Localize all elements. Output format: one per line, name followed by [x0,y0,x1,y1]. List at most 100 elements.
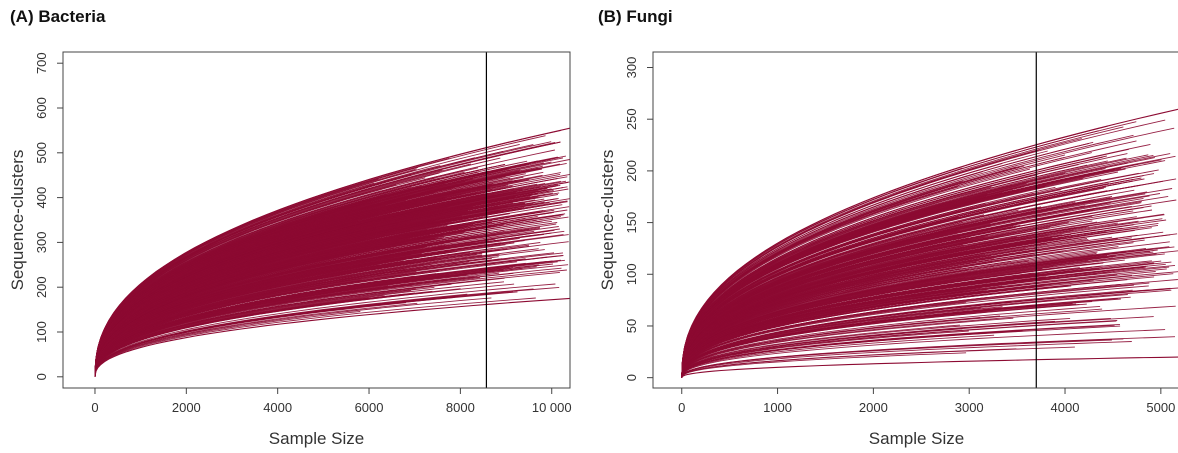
rarefaction-curve [681,221,963,378]
x-tick-label: 3000 [955,400,984,415]
rarefaction-curve [94,277,460,377]
rarefaction-curve [94,260,547,377]
rarefaction-curve [681,246,1119,378]
rarefaction-curve [681,257,994,378]
rarefaction-curve [94,232,552,377]
x-axis: 0 1000 2000 3000 4000 5000 [678,388,1175,415]
x-axis: 0 2000 4000 6000 8000 10 000 [91,388,572,415]
x-tick-label: 0 [91,400,98,415]
rarefaction-curve [681,305,1101,378]
rarefaction-curve [681,134,1134,378]
rarefaction-curve [681,229,1135,378]
rarefaction-curve [94,297,570,377]
rarefaction-curve [681,266,1170,378]
rarefaction-curve [681,207,1100,378]
rarefaction-curve [681,185,959,378]
rarefaction-curve [94,245,483,377]
rarefaction-curve [94,296,455,377]
rarefaction-curve [94,224,494,377]
y-axis: 0 100 200 300 400 500 600 700 [34,52,63,380]
rarefaction-curve [681,189,1135,378]
rarefaction-curve [681,247,1005,378]
x-tick-label: 5000 [1146,400,1175,415]
y-tick-label: 150 [624,212,639,234]
y-tick-label: 100 [34,321,49,343]
y-tick-label: 250 [624,108,639,130]
rarefaction-curve [681,268,1043,378]
y-tick-label: 0 [34,373,49,380]
rarefaction-curve [681,356,1178,379]
rarefaction-curve [94,220,552,377]
rarefaction-curve [681,346,1075,378]
rarefaction-curve [681,271,1178,378]
rarefaction-curve [94,277,481,377]
rarefaction-curve [94,127,570,377]
rarefaction-curve [681,308,1103,378]
rarefaction-curve [681,171,1119,378]
rarefaction-curve [681,325,1121,378]
rarefaction-curve [681,265,1148,378]
x-tick-label: 4000 [263,400,292,415]
rarefaction-curve [94,194,404,377]
rarefaction-curve [94,141,561,377]
rarefaction-curve [681,200,957,378]
rarefaction-curve [681,288,1171,378]
y-tick-label: 100 [624,263,639,285]
plot-frame [62,51,571,389]
y-axis-label: Sequence-clusters [598,150,617,291]
x-tick-label: 10 000 [532,400,572,415]
rarefaction-curve [681,328,963,378]
rarefaction-curve [681,255,1116,378]
rarefaction-curve [94,172,518,377]
rarefaction-curves [94,127,570,377]
rarefaction-curve [94,209,511,377]
y-tick-label: 500 [34,142,49,164]
rarefaction-curve [681,224,967,378]
y-tick-label: 300 [624,57,639,79]
rarefaction-curve [94,199,448,377]
rarefaction-curve [681,282,1150,378]
panel-title-fungi: (B) Fungi [598,7,673,26]
plot-frame [652,51,1178,389]
rarefaction-curve [94,244,421,377]
x-tick-label: 2000 [859,400,888,415]
y-axis-label: Sequence-clusters [8,150,27,291]
rarefaction-curve [94,297,536,377]
rarefaction-curve [681,334,995,378]
rarefaction-curve [681,186,992,378]
rarefaction-curve [681,305,1176,378]
y-tick-label: 0 [624,374,639,381]
rarefaction-curve [94,263,554,377]
rarefaction-curve [681,143,1151,378]
x-tick-label: 6000 [355,400,384,415]
y-tick-label: 600 [34,97,49,119]
rarefaction-curve [94,292,416,377]
y-tick-label: 200 [34,276,49,298]
rarefaction-curve [94,249,502,377]
bacteria-rarefaction-chart: 0 2000 4000 6000 8000 10 000 0 100 200 300 400 500 6… [8,51,572,448]
fungi-rarefaction-chart: 0 1000 2000 3000 4000 5000 0 50 100 150 200 250 300 S… [598,51,1178,448]
rarefaction-curve [681,186,1024,378]
rarefaction-curve [681,285,1149,378]
rarefaction-curve [681,193,1146,378]
rarefaction-curve [681,108,1178,378]
x-tick-label: 2000 [172,400,201,415]
y-tick-label: 50 [624,319,639,333]
rarefaction-curve [94,144,534,377]
rarefaction-curve [94,206,473,377]
rarefaction-curve [94,177,436,377]
rarefaction-curve [681,250,1064,378]
x-axis-label: Sample Size [269,429,364,448]
rarefaction-curve [681,272,1034,378]
rarefaction-curve [94,183,493,377]
rarefaction-curve [681,255,991,378]
rarefaction-curve [94,297,492,377]
rarefaction-curve [681,205,1152,378]
rarefaction-curve [94,283,556,377]
rarefaction-curve [681,225,1090,378]
rarefaction-curve [681,285,1072,378]
y-tick-label: 400 [34,187,49,209]
x-tick-label: 8000 [446,400,475,415]
y-tick-label: 700 [34,52,49,74]
rarefaction-curve [94,213,509,377]
